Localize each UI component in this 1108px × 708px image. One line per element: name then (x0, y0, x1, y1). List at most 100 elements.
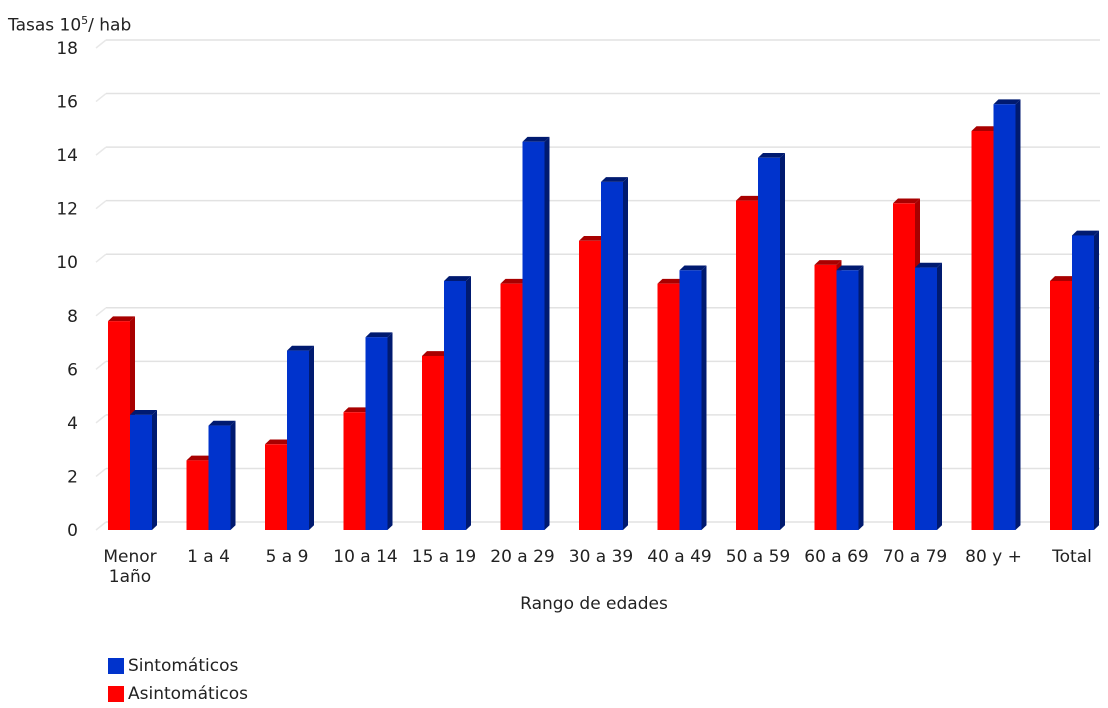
x-tick-label-5: 20 a 29 (490, 547, 555, 567)
bar-top-0-5 (500, 278, 528, 284)
legend-label-0: Asintomáticos (128, 684, 249, 704)
bar-0-1 (186, 460, 209, 530)
legend-item-0[interactable]: Asintomáticos (108, 680, 248, 708)
bar-top-0-3 (343, 407, 371, 413)
bar-0-2 (265, 444, 287, 530)
bar-side-1-12 (1094, 230, 1099, 530)
bar-0-4 (422, 355, 444, 530)
bar-top-1-1 (208, 420, 236, 426)
x-tick-label-4: 15 a 19 (412, 547, 477, 567)
bar-1-10 (915, 267, 937, 530)
legend-item-1[interactable]: Sintomáticos (108, 652, 248, 680)
x-tick-label-12: Total (1051, 547, 1092, 567)
bar-top-0-12 (1050, 276, 1077, 281)
bar-1-8 (758, 157, 780, 531)
bar-1-11 (993, 104, 1016, 530)
bar-0-9 (814, 264, 837, 530)
bar-top-1-10 (915, 262, 942, 268)
y-tick-label-18: 18 (56, 39, 78, 59)
bar-top-0-0 (108, 316, 135, 322)
y-axis-title-exponent: 5 (81, 14, 89, 27)
bar-top-1-3 (365, 332, 393, 338)
bar-0-10 (893, 203, 915, 531)
legend-label-1: Sintomáticos (128, 656, 239, 676)
y-axis-title-prefix: Tasas 10 (8, 15, 82, 36)
bar-1-6 (601, 181, 623, 530)
bar-0-5 (500, 283, 523, 530)
bar-0-12 (1050, 280, 1072, 530)
bar-top-0-8 (736, 195, 763, 201)
bar-top-1-5 (522, 136, 550, 142)
bar-side-1-4 (466, 276, 471, 530)
bar-top-1-7 (679, 265, 707, 271)
y-tick-label-14: 14 (56, 146, 78, 166)
x-tick-label-10: 70 a 79 (883, 547, 948, 567)
bar-0-7 (657, 283, 680, 530)
y-axis-title-suffix: / hab (88, 15, 132, 36)
bar-top-0-2 (265, 439, 292, 445)
bar-top-1-0 (130, 410, 157, 415)
y-tick-label-6: 6 (67, 360, 78, 380)
y-tick-label-10: 10 (56, 253, 78, 273)
x-tick-label-0-0: Menor (103, 547, 156, 567)
bar-top-1-9 (836, 265, 864, 271)
gridline-depth-8 (95, 307, 107, 317)
gridline-depth-12 (95, 200, 107, 210)
bar-1-4 (444, 280, 466, 530)
bar-top-0-6 (579, 236, 606, 241)
y-axis-title: Tasas 105/ hab (8, 14, 131, 36)
bar-1-7 (679, 270, 702, 530)
gridline-depth-6 (95, 360, 107, 370)
bar-1-3 (365, 337, 388, 530)
bar-top-1-11 (993, 99, 1021, 105)
x-tick-label-8: 50 a 59 (726, 547, 791, 567)
bar-top-0-9 (814, 260, 842, 265)
bar-top-1-8 (758, 152, 785, 158)
chart-legend: Sintomáticos Asintomáticos (108, 652, 248, 708)
bar-0-8 (736, 200, 758, 530)
bar-1-9 (836, 270, 859, 530)
y-tick-label-0: 0 (67, 521, 78, 541)
gridline-depth-14 (95, 146, 107, 156)
x-axis-title: Rango de edades (520, 594, 668, 614)
y-tick-label-12: 12 (56, 200, 78, 220)
x-tick-label-11: 80 y + (965, 547, 1022, 567)
bar-1-0 (130, 414, 152, 530)
x-tick-label-6: 30 a 39 (569, 547, 634, 567)
bar-side-1-7 (701, 265, 707, 530)
bar-side-1-11 (1015, 99, 1021, 530)
bar-0-11 (971, 131, 994, 530)
bar-1-2 (287, 350, 309, 530)
y-tick-label-2: 2 (67, 467, 78, 487)
bar-1-5 (522, 141, 545, 530)
bar-top-0-4 (422, 351, 449, 356)
x-tick-label-0-1: 1año (109, 567, 151, 587)
x-tick-label-9: 60 a 69 (804, 547, 869, 567)
gridline-depth-4 (95, 414, 107, 424)
bar-side-1-3 (387, 332, 393, 530)
x-tick-label-3: 10 a 14 (333, 547, 398, 567)
gridline-depth-18 (95, 39, 107, 49)
bar-side-1-9 (858, 265, 864, 530)
y-tick-label-8: 8 (67, 307, 78, 327)
bar-side-1-6 (623, 177, 628, 531)
bar-top-0-7 (657, 278, 685, 284)
legend-swatch-1 (108, 658, 124, 674)
bar-side-1-2 (309, 345, 314, 530)
gridline-depth-0 (95, 521, 107, 531)
y-tick-label-16: 16 (56, 93, 78, 113)
bar-top-0-1 (186, 455, 214, 461)
x-tick-label-2: 5 a 9 (266, 547, 309, 567)
bar-1-12 (1072, 235, 1094, 530)
gridline-depth-16 (95, 92, 107, 103)
bar-top-1-4 (444, 276, 471, 281)
bar-top-1-12 (1072, 230, 1099, 236)
x-tick-label-7: 40 a 49 (647, 547, 712, 567)
bar-top-1-2 (287, 345, 314, 351)
bar-top-1-6 (601, 177, 628, 182)
bar-side-1-1 (230, 420, 236, 530)
y-tick-label-4: 4 (67, 414, 78, 434)
bar-side-1-0 (152, 410, 157, 530)
bar-1-1 (208, 425, 231, 530)
